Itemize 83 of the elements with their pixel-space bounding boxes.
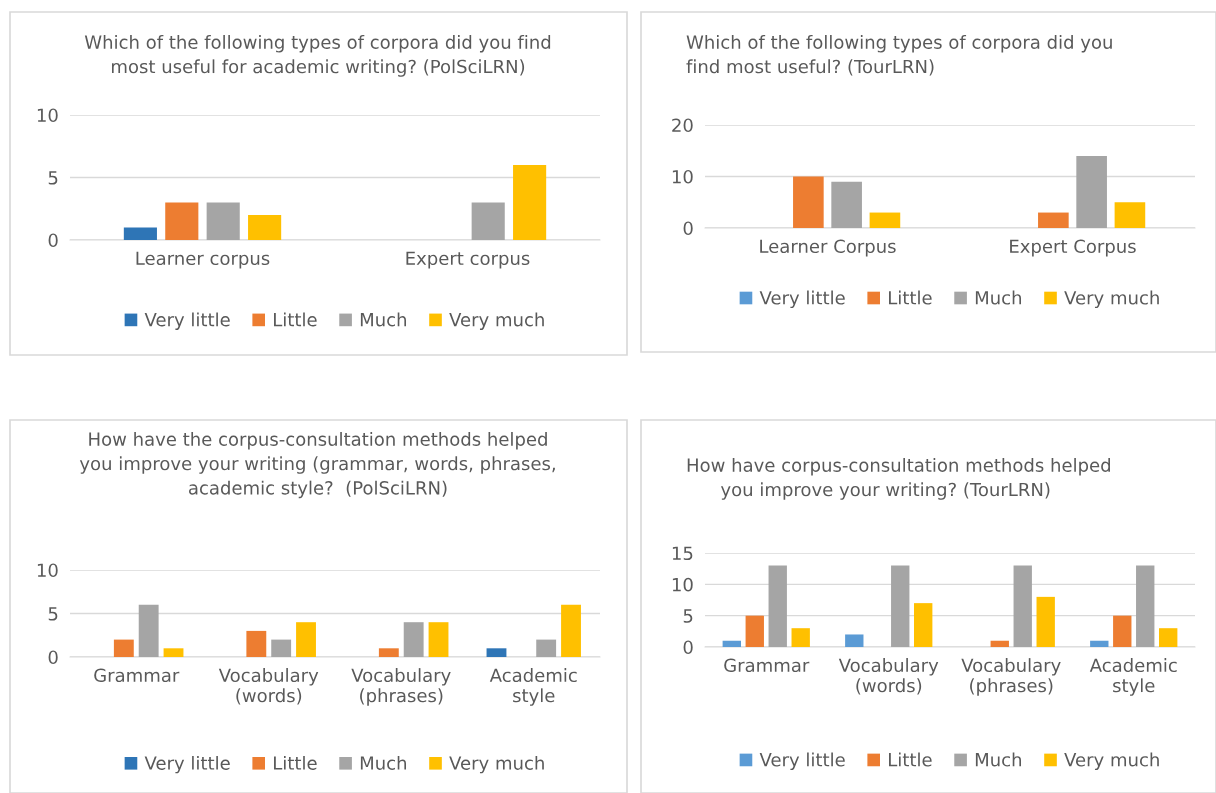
x-tick-label: Academic style bbox=[1089, 658, 1177, 696]
bar bbox=[536, 639, 557, 657]
legend-label: Very much bbox=[1064, 290, 1159, 309]
legend-label: Very little bbox=[759, 752, 845, 771]
bar bbox=[768, 565, 787, 647]
x-tick-label: Expert corpus bbox=[406, 251, 530, 269]
legend-label: Very much bbox=[449, 755, 544, 774]
bar bbox=[990, 640, 1009, 647]
bar bbox=[745, 615, 764, 647]
x-tick-label: Grammar bbox=[724, 658, 810, 673]
bar bbox=[1013, 565, 1032, 647]
legend-label: Little bbox=[274, 312, 317, 327]
bar bbox=[165, 202, 199, 240]
x-tick-label: Vocabulary (phrases) bbox=[351, 668, 451, 706]
y-tick-label: 10 bbox=[37, 108, 58, 123]
bar bbox=[138, 604, 159, 657]
bar bbox=[1036, 596, 1055, 647]
legend-label: Very much bbox=[449, 312, 544, 330]
legend-label: Very much bbox=[1064, 752, 1159, 771]
bar bbox=[246, 630, 267, 657]
bar bbox=[513, 165, 547, 240]
bar bbox=[831, 181, 862, 228]
bar bbox=[1076, 155, 1107, 228]
y-tick-label: 0 bbox=[48, 650, 58, 665]
bar bbox=[206, 202, 240, 240]
y-tick-label: 10 bbox=[37, 563, 58, 578]
bar bbox=[163, 648, 184, 657]
y-tick-label: 10 bbox=[672, 577, 693, 592]
legend-label: Much bbox=[360, 312, 406, 327]
bar bbox=[123, 227, 157, 240]
y-tick-label: 20 bbox=[672, 118, 693, 133]
bar bbox=[1114, 202, 1146, 228]
y-tick-label: 5 bbox=[683, 609, 693, 623]
bar bbox=[113, 639, 134, 657]
legend-label: Very little bbox=[144, 755, 230, 774]
legend-label: Much bbox=[975, 752, 1021, 767]
bar bbox=[791, 628, 810, 647]
x-tick-label: Vocabulary (phrases) bbox=[961, 658, 1061, 696]
legend-label: Very little bbox=[144, 312, 230, 330]
bar bbox=[1038, 212, 1069, 228]
bar bbox=[869, 212, 901, 228]
y-tick-label: 15 bbox=[672, 546, 693, 561]
legend-label: Much bbox=[975, 290, 1021, 305]
bar bbox=[1090, 640, 1109, 647]
bar bbox=[428, 622, 449, 657]
bar bbox=[248, 215, 282, 240]
chart-title: How have corpus-consultation methods helped you improve your writing? (TourLRN) bbox=[687, 458, 1110, 500]
bar bbox=[486, 648, 507, 657]
y-tick-label: 5 bbox=[48, 607, 58, 621]
bar bbox=[891, 565, 910, 647]
x-tick-label: Grammar bbox=[94, 668, 180, 683]
legend-label: Little bbox=[274, 755, 317, 770]
legend-label: Little bbox=[889, 290, 932, 305]
bar bbox=[1136, 565, 1155, 647]
y-tick-label: 10 bbox=[672, 169, 693, 184]
bar bbox=[845, 634, 864, 647]
y-tick-label: 0 bbox=[683, 221, 693, 236]
bar bbox=[403, 622, 424, 657]
bar bbox=[296, 622, 316, 657]
y-tick-label: 0 bbox=[48, 233, 58, 248]
bar bbox=[561, 604, 581, 657]
x-tick-label: Academic style bbox=[489, 668, 577, 706]
chart-title: Which of the following types of corpora did you find most useful? (TourLRN) bbox=[686, 35, 1112, 76]
bar bbox=[271, 639, 292, 657]
chart-title: Which of the following types of corpora did you find most useful for academic writing? (PolSciLRN) bbox=[84, 35, 551, 77]
bar bbox=[1159, 628, 1178, 647]
bar bbox=[471, 202, 505, 240]
legend-label: Very little bbox=[759, 290, 845, 309]
bar bbox=[914, 603, 933, 647]
bar bbox=[1113, 615, 1132, 647]
bar bbox=[722, 640, 741, 647]
bar bbox=[378, 648, 399, 657]
legend-label: Much bbox=[360, 755, 406, 770]
x-tick-label: Learner corpus bbox=[136, 251, 270, 269]
legend-label: Little bbox=[889, 752, 932, 767]
x-tick-label: Expert Corpus bbox=[1010, 239, 1136, 257]
x-tick-label: Learner Corpus bbox=[760, 239, 896, 257]
y-tick-label: 5 bbox=[48, 171, 58, 185]
chart-title: How have the corpus-consultation methods helped you improve your writing (grammar, words, phrases, academic style? (PolSciLRN) bbox=[79, 432, 555, 499]
bar bbox=[793, 176, 824, 228]
x-tick-label: Vocabulary (words) bbox=[838, 658, 939, 695]
x-tick-label: Vocabulary (words) bbox=[218, 668, 319, 705]
y-tick-label: 0 bbox=[683, 640, 693, 655]
